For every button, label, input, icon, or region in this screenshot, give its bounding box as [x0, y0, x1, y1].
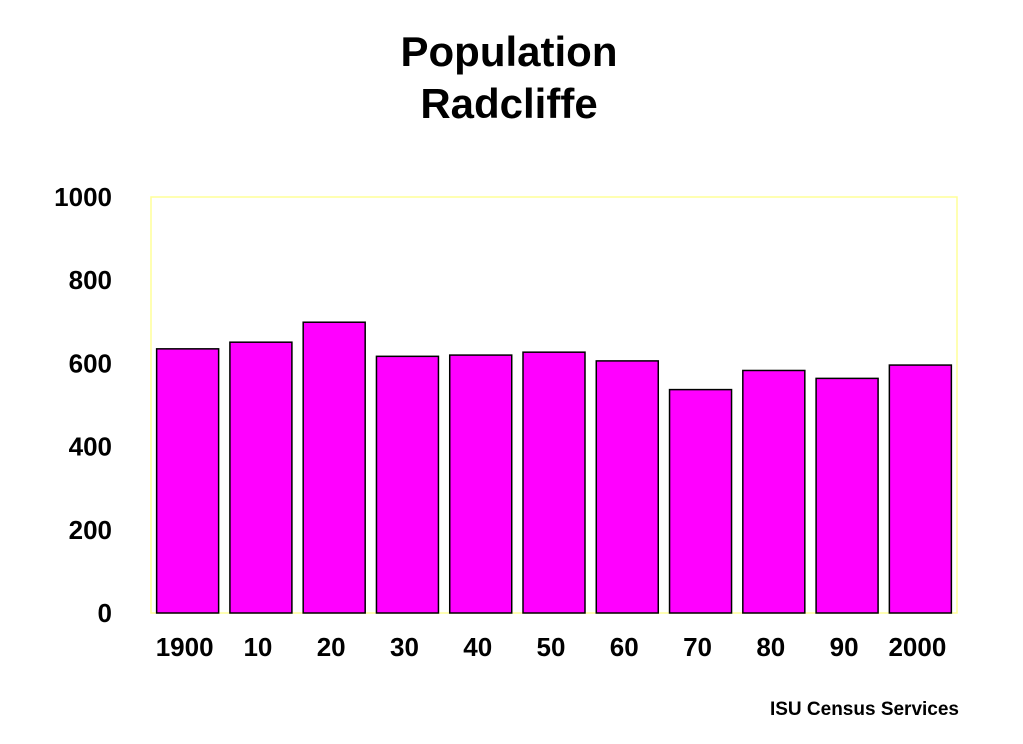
source-credit: ISU Census Services [769, 699, 959, 720]
bar [668, 388, 733, 614]
y-tick-label: 400 [69, 432, 112, 462]
x-tick-label: 50 [537, 632, 566, 662]
x-tick-label: 1900 [156, 632, 214, 662]
bar [229, 341, 293, 614]
chart-title: Population Radcliffe [0, 26, 1018, 130]
x-tick-label: 80 [756, 632, 785, 662]
y-tick-label: 1000 [54, 182, 112, 212]
x-tick-label: 10 [243, 632, 272, 662]
x-tick-label: 90 [830, 632, 859, 662]
x-tick-label: 60 [610, 632, 639, 662]
bar [155, 348, 220, 614]
bar [448, 354, 513, 614]
y-tick-label: 200 [69, 515, 112, 545]
x-tick-label: 2000 [888, 632, 946, 662]
x-tick-label: 20 [317, 632, 346, 662]
bar [595, 360, 660, 614]
y-tick-label: 600 [69, 348, 112, 378]
y-tick-label: 0 [98, 598, 112, 628]
x-tick-label: 70 [683, 632, 712, 662]
x-tick-label: 40 [463, 632, 492, 662]
chart-title-line-2: Radcliffe [420, 80, 598, 127]
chart-title-line-1: Population [400, 28, 618, 75]
bar [742, 369, 806, 614]
bar [815, 377, 879, 614]
bar [888, 364, 953, 614]
x-tick-label: 30 [390, 632, 419, 662]
bar [522, 351, 586, 614]
bar [302, 321, 366, 614]
y-tick-label: 800 [69, 265, 112, 295]
bar [375, 355, 440, 614]
